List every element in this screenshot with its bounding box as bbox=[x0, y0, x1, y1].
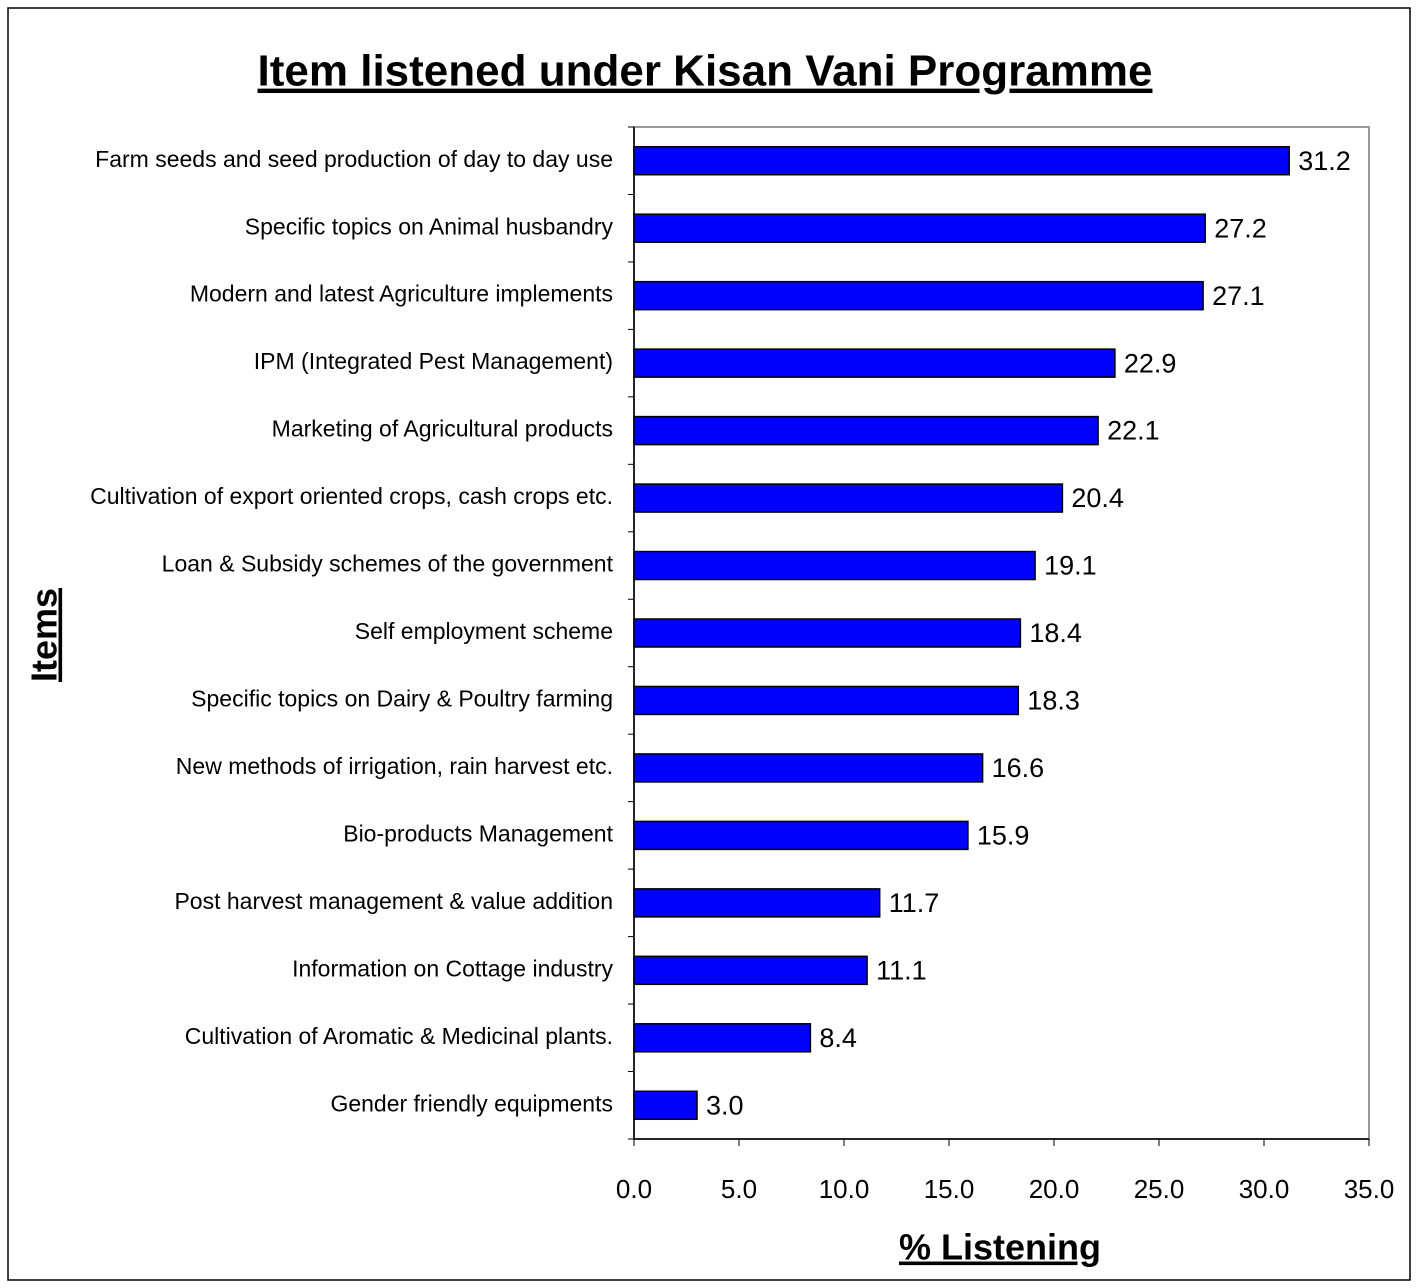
y-tick-label: Information on Cottage industry bbox=[292, 955, 613, 981]
bar bbox=[633, 145, 1290, 176]
x-tick-label: 30.0 bbox=[1239, 1174, 1290, 1204]
x-tick-label: 0.0 bbox=[616, 1174, 652, 1204]
x-tick-label: 10.0 bbox=[819, 1174, 870, 1204]
bar bbox=[633, 213, 1206, 243]
bar bbox=[633, 483, 1064, 513]
y-axis-title: Items bbox=[24, 588, 65, 682]
value-label: 16.6 bbox=[992, 753, 1045, 783]
value-label: 31.2 bbox=[1298, 146, 1351, 176]
y-tick-label: Post harvest management & value addition bbox=[174, 888, 613, 914]
x-tick-label: 25.0 bbox=[1134, 1174, 1185, 1204]
bar bbox=[633, 1090, 698, 1121]
bar bbox=[633, 348, 1116, 378]
x-tick-label: 5.0 bbox=[721, 1174, 757, 1204]
value-label: 11.7 bbox=[889, 888, 940, 918]
bar bbox=[633, 685, 1020, 716]
y-tick-label: Cultivation of export oriented crops, ca… bbox=[90, 483, 613, 509]
chart-title: Item listened under Kisan Vani Programme bbox=[258, 47, 1153, 96]
bar bbox=[633, 1023, 812, 1053]
value-label: 27.1 bbox=[1212, 281, 1265, 311]
y-tick-label: Specific topics on Animal husbandry bbox=[245, 213, 614, 239]
value-label: 3.0 bbox=[706, 1090, 744, 1120]
x-tick-label: 35.0 bbox=[1344, 1174, 1395, 1204]
bar bbox=[633, 550, 1036, 581]
value-label: 18.3 bbox=[1027, 686, 1080, 716]
value-label: 22.9 bbox=[1124, 348, 1177, 378]
y-tick-label: Self employment scheme bbox=[355, 618, 613, 644]
value-label: 20.4 bbox=[1071, 483, 1124, 513]
y-tick-label: New methods of irrigation, rain harvest … bbox=[176, 753, 613, 779]
y-tick-label: Marketing of Agricultural products bbox=[272, 416, 613, 442]
x-tick-label: 15.0 bbox=[924, 1174, 975, 1204]
bar bbox=[633, 753, 984, 783]
bar bbox=[633, 280, 1204, 311]
value-label: 8.4 bbox=[819, 1023, 857, 1053]
y-tick-label: Bio-products Management bbox=[343, 820, 613, 846]
y-tick-label: Farm seeds and seed production of day to… bbox=[95, 146, 613, 172]
x-tick-label: 20.0 bbox=[1029, 1174, 1080, 1204]
value-label: 15.9 bbox=[977, 821, 1030, 851]
y-tick-label: Modern and latest Agriculture implements bbox=[190, 281, 613, 307]
y-tick-label: Loan & Subsidy schemes of the government bbox=[162, 551, 614, 577]
value-label: 18.4 bbox=[1029, 618, 1082, 648]
x-axis-title: % Listening bbox=[899, 1227, 1101, 1268]
bar bbox=[633, 955, 868, 986]
y-tick-label: Gender friendly equipments bbox=[330, 1090, 613, 1116]
value-label: 11.1 bbox=[876, 955, 927, 985]
bar bbox=[633, 888, 881, 918]
y-tick-label: IPM (Integrated Pest Management) bbox=[254, 348, 613, 374]
y-tick-label: Specific topics on Dairy & Poultry farmi… bbox=[191, 686, 613, 712]
bar bbox=[633, 618, 1022, 648]
bar bbox=[633, 820, 969, 851]
value-label: 19.1 bbox=[1044, 551, 1097, 581]
value-label: 22.1 bbox=[1107, 416, 1160, 446]
bar bbox=[633, 415, 1099, 446]
value-label: 27.2 bbox=[1214, 213, 1267, 243]
y-tick-label: Cultivation of Aromatic & Medicinal plan… bbox=[185, 1023, 613, 1049]
